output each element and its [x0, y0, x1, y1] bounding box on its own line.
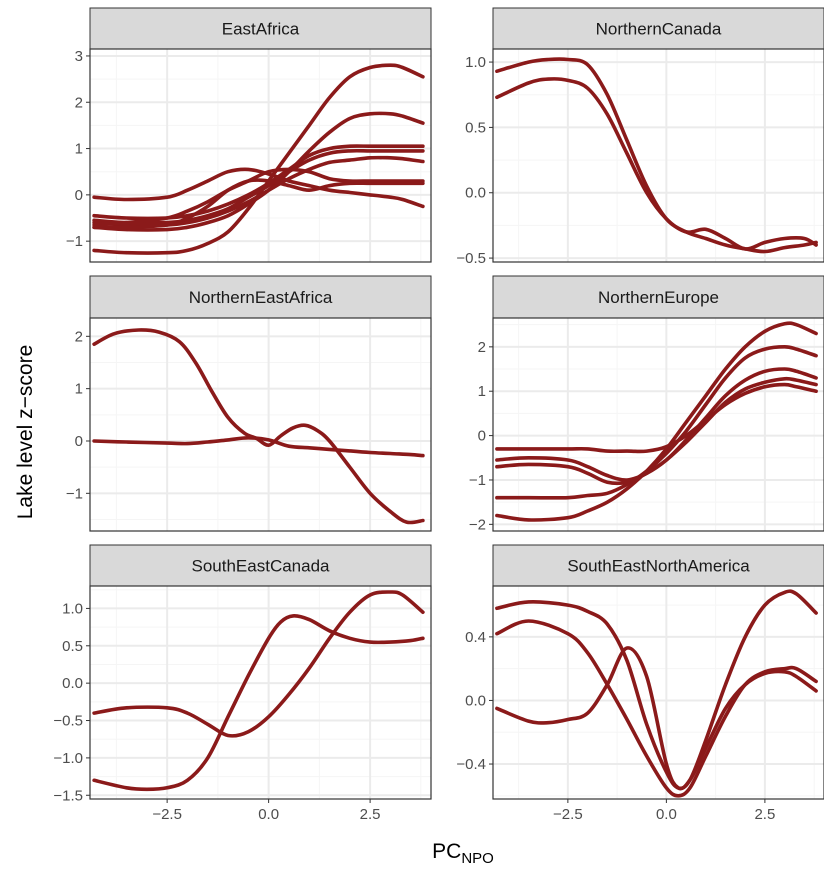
- y-tick-label: −0.4: [456, 756, 486, 773]
- plot-background: [493, 586, 824, 799]
- strip-label: EastAfrica: [222, 20, 300, 39]
- y-tick-label: 1: [75, 141, 83, 158]
- plot-background: [90, 318, 431, 531]
- panel-northern-canada: NorthernCanada −0.5 0.0 0.5 1.0: [456, 7, 824, 267]
- strip-northern-canada: [492, 7, 824, 50]
- x-axis-title-subscript: NPO: [461, 850, 494, 867]
- y-tick-label: 0: [75, 433, 83, 450]
- panel-border: [89, 48, 432, 263]
- facet-panels: EastAfrica −1 0 1 2 3 NorthernCanada −0.5 0.0 0.5…: [53, 7, 824, 823]
- x-axis-title: PCNPO: [432, 840, 494, 867]
- y-tick-label: 2: [75, 328, 83, 345]
- y-tick-label: 0.0: [465, 692, 486, 709]
- y-tick-label: 0.4: [465, 629, 486, 646]
- x-tick-label: −2.5: [152, 806, 182, 823]
- strip-label: NorthernCanada: [596, 20, 722, 39]
- y-tick-label: −1.0: [53, 750, 83, 767]
- strip-label: NorthernEurope: [598, 288, 719, 307]
- panel-east-africa: EastAfrica −1 0 1 2 3: [66, 7, 432, 263]
- series-group: [495, 57, 818, 254]
- y-tick-label: 0: [478, 428, 486, 445]
- series-line-1: [92, 328, 425, 525]
- panel-northern-east-africa: NorthernEastAfrica −1 0 1 2: [66, 275, 432, 532]
- y-tick-label: −1: [66, 233, 83, 250]
- y-tick-label: 2: [478, 339, 486, 356]
- panel-northern-europe: NorthernEurope −2 −1 0 1 2: [469, 275, 824, 533]
- x-tick-label: 2.5: [754, 806, 775, 823]
- series-group: [495, 321, 818, 522]
- y-tick-label: 0.0: [465, 185, 486, 202]
- panel-border: [492, 48, 824, 263]
- series-line-1: [92, 614, 425, 792]
- series-line-7: [92, 178, 425, 230]
- y-tick-label: 0.5: [62, 638, 83, 655]
- panel-border: [89, 317, 432, 532]
- y-tick-label: 1.0: [62, 600, 83, 617]
- series-line-1: [92, 63, 425, 255]
- series-group: [495, 589, 818, 798]
- strip-label: NorthernEastAfrica: [189, 288, 333, 307]
- panel-border: [492, 317, 824, 532]
- y-tick-label: 0: [75, 187, 83, 204]
- x-tick-label: 0.0: [258, 806, 279, 823]
- y-tick-label: −0.5: [456, 250, 486, 267]
- strip-label: SouthEastCanada: [192, 557, 331, 576]
- series-line-1: [495, 321, 818, 522]
- series-group: [92, 590, 425, 792]
- strip-northern-east-africa: [89, 275, 432, 319]
- y-axis-title: Lake level z−score: [14, 345, 37, 520]
- y-tick-label: 3: [75, 48, 83, 65]
- y-tick-label: 2: [75, 94, 83, 111]
- panel-south-east-north-america: SouthEastNorthAmerica −0.4 0.0 0.4 −2.5 0.0 2.…: [456, 544, 824, 823]
- series-line-3: [495, 646, 818, 791]
- panel-border: [492, 585, 824, 800]
- strip-east-africa: [89, 7, 432, 50]
- y-tick-label: 1: [75, 381, 83, 398]
- x-axis-title-main: PC: [432, 840, 461, 863]
- series-line-2: [92, 436, 425, 458]
- strip-south-east-north-america: [492, 544, 824, 587]
- y-tick-label: −1: [469, 472, 486, 489]
- x-tick-label: −2.5: [553, 806, 583, 823]
- panel-south-east-canada: SouthEastCanada −1.5 −1.0 −0.5 0.0 0.5 1.0 −2.5…: [53, 544, 432, 823]
- series-line-5: [495, 382, 818, 454]
- series-line-4: [495, 376, 818, 486]
- y-tick-label: −0.5: [53, 713, 83, 730]
- series-line-6: [92, 167, 425, 209]
- y-tick-label: 0.0: [62, 675, 83, 692]
- series-line-8: [92, 167, 425, 227]
- y-tick-label: −2: [469, 516, 486, 533]
- series-line-2: [92, 590, 425, 738]
- y-tick-label: 0.5: [465, 119, 486, 136]
- x-tick-label: 0.0: [656, 806, 677, 823]
- series-line-2: [495, 619, 818, 798]
- panel-border: [89, 585, 432, 800]
- series-line-2: [495, 77, 818, 251]
- y-tick-label: 1.0: [465, 54, 486, 71]
- x-tick-label: 2.5: [360, 806, 381, 823]
- series-group: [92, 63, 425, 255]
- y-tick-label: −1.5: [53, 787, 83, 804]
- plot-background: [493, 49, 824, 262]
- y-tick-label: −1: [66, 485, 83, 502]
- y-tick-label: 1: [478, 383, 486, 400]
- plot-background: [493, 318, 824, 531]
- strip-label: SouthEastNorthAmerica: [567, 557, 750, 576]
- series-group: [92, 328, 425, 525]
- plot-background: [90, 586, 431, 799]
